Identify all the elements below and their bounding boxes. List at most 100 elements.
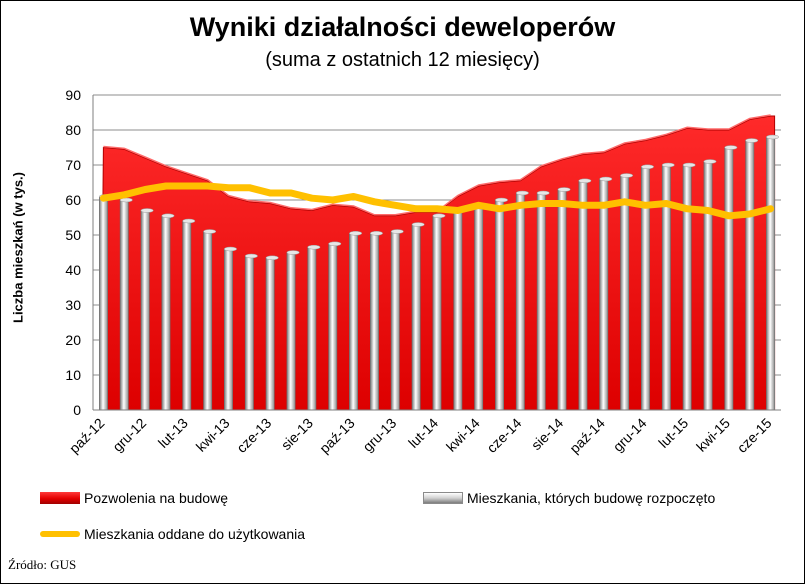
x-tick-label: lut-15 bbox=[655, 415, 691, 451]
bar-top-lut-14 bbox=[432, 213, 446, 219]
bar-lip-14 bbox=[536, 192, 546, 411]
bar-top-lis-14 bbox=[620, 173, 634, 178]
bar-top-gru-14 bbox=[641, 164, 654, 170]
axes bbox=[92, 95, 781, 411]
bar-top-lis-12 bbox=[119, 197, 133, 203]
bar-paź-14 bbox=[599, 178, 609, 411]
bar-mar-14 bbox=[453, 210, 463, 411]
x-tick-label: cze-15 bbox=[734, 415, 775, 456]
x-tick-label: paź-12 bbox=[66, 415, 108, 457]
x-tick-label: sie-14 bbox=[528, 415, 566, 453]
bar-wrz-13 bbox=[328, 243, 338, 411]
y-tick-label: 60 bbox=[65, 192, 81, 208]
bar-top-mar-15 bbox=[703, 159, 717, 164]
bar-lis-12 bbox=[119, 199, 129, 411]
bar-paź-12 bbox=[99, 196, 108, 411]
bar-sie-14 bbox=[557, 189, 567, 411]
bar-top-sie-14 bbox=[557, 187, 571, 192]
bar-top-cze-14 bbox=[515, 190, 529, 196]
legend-swatch-started bbox=[423, 492, 463, 504]
bar-top-paź-14 bbox=[599, 176, 613, 182]
bar-top-cze-15 bbox=[766, 134, 780, 140]
bar-top-kwi-13 bbox=[224, 246, 237, 252]
bar-top-lip-13 bbox=[286, 250, 300, 255]
bar-top-wrz-14 bbox=[578, 178, 592, 184]
bar-lis-13 bbox=[369, 233, 379, 411]
legend-label-started: Mieszkania, których budowę rozpoczęto bbox=[467, 490, 716, 506]
bar-wrz-14 bbox=[578, 180, 588, 411]
y-tick-label: 70 bbox=[65, 157, 81, 173]
bar-mar-13 bbox=[203, 231, 213, 411]
bar-top-sty-13 bbox=[161, 213, 175, 219]
legend-item-started: Mieszkania, których budowę rozpoczęto bbox=[423, 490, 715, 506]
bar-top-lip-14 bbox=[536, 190, 550, 196]
y-tick-label: 10 bbox=[65, 367, 81, 383]
bar-lip-13 bbox=[286, 252, 296, 411]
y-tick-labels: 0 10 20 30 40 50 60 70 80 90 bbox=[65, 87, 81, 418]
chart-title: Wyniki działalności deweloperów bbox=[189, 12, 616, 42]
legend-label-permits: Pozwolenia na budowę bbox=[84, 490, 228, 506]
completed-line-group bbox=[99, 182, 775, 220]
x-tick-label: lut-13 bbox=[155, 415, 191, 451]
bar-top-lut-15 bbox=[682, 162, 696, 168]
x-tick-label: gru-14 bbox=[610, 415, 650, 455]
x-tick-label: gru-12 bbox=[109, 415, 149, 455]
bar-paź-13 bbox=[349, 233, 358, 411]
legend-swatch-completed bbox=[40, 531, 80, 537]
bar-top-wrz-13 bbox=[328, 241, 342, 247]
x-tick-label: kwi-13 bbox=[193, 415, 233, 455]
x-tick-label: paź-14 bbox=[566, 415, 608, 457]
x-tick-label: gru-13 bbox=[359, 415, 399, 455]
bar-top-kwi-15 bbox=[724, 145, 738, 150]
bar-top-paź-13 bbox=[349, 231, 363, 236]
bar-kwi-14 bbox=[474, 206, 484, 411]
y-tick-label: 50 bbox=[65, 227, 81, 243]
bar-top-sty-15 bbox=[661, 162, 675, 168]
y-tick-label: 40 bbox=[65, 262, 81, 278]
bar-lut-15 bbox=[682, 164, 692, 411]
bar-cze-13 bbox=[265, 257, 275, 411]
bar-kwi-15 bbox=[724, 147, 734, 411]
bar-top-maj-14 bbox=[495, 197, 508, 203]
y-tick-label: 20 bbox=[65, 332, 81, 348]
bar-top-maj-13 bbox=[244, 253, 258, 259]
bar-sty-14 bbox=[411, 224, 421, 411]
bar-gru-13 bbox=[390, 231, 400, 411]
completed-line bbox=[99, 182, 775, 220]
bar-top-sty-14 bbox=[411, 222, 425, 227]
bar-maj-14 bbox=[495, 199, 504, 411]
bar-sie-13 bbox=[307, 246, 317, 411]
x-tick-labels: paź-12 gru-12 lut-13 kwi-13 cze-13 sie-13 paź-… bbox=[66, 415, 775, 457]
y-tick-label: 90 bbox=[65, 87, 81, 103]
bar-cze-14 bbox=[515, 192, 525, 411]
started-bars-group bbox=[98, 134, 780, 411]
y-tick-label: 0 bbox=[73, 402, 81, 418]
bar-top-lut-13 bbox=[182, 218, 196, 224]
bar-cze-15 bbox=[766, 136, 776, 411]
x-tick-label: kwi-14 bbox=[443, 415, 483, 455]
bar-maj-15 bbox=[745, 140, 755, 411]
x-tick-label: cze-14 bbox=[483, 415, 524, 456]
legend-label-completed: Mieszkania oddane do użytkowania bbox=[84, 526, 306, 542]
bar-lut-14 bbox=[432, 215, 442, 411]
bar-maj-13 bbox=[244, 255, 254, 411]
bar-mar-15 bbox=[703, 161, 713, 411]
x-tick-label: kwi-15 bbox=[693, 415, 733, 455]
bar-gru-12 bbox=[140, 210, 150, 411]
bar-top-lis-13 bbox=[370, 231, 383, 236]
legend-swatch-permits bbox=[40, 492, 80, 504]
bar-top-sie-13 bbox=[307, 244, 321, 250]
bar-lis-14 bbox=[620, 175, 630, 411]
x-tick-label: lut-14 bbox=[405, 415, 441, 451]
chart-subtitle: (suma z ostatnich 12 miesięcy) bbox=[265, 49, 540, 71]
bar-top-gru-13 bbox=[390, 229, 404, 234]
x-tick-label: paź-13 bbox=[316, 415, 358, 457]
bar-kwi-13 bbox=[224, 248, 233, 411]
bar-sty-13 bbox=[161, 215, 171, 411]
bar-top-gru-12 bbox=[140, 208, 154, 213]
legend-item-completed: Mieszkania oddane do użytkowania bbox=[40, 526, 305, 542]
x-tick-label: cze-13 bbox=[233, 415, 274, 456]
source-note: Źródło: GUS bbox=[8, 557, 77, 572]
bar-lut-13 bbox=[182, 220, 192, 411]
